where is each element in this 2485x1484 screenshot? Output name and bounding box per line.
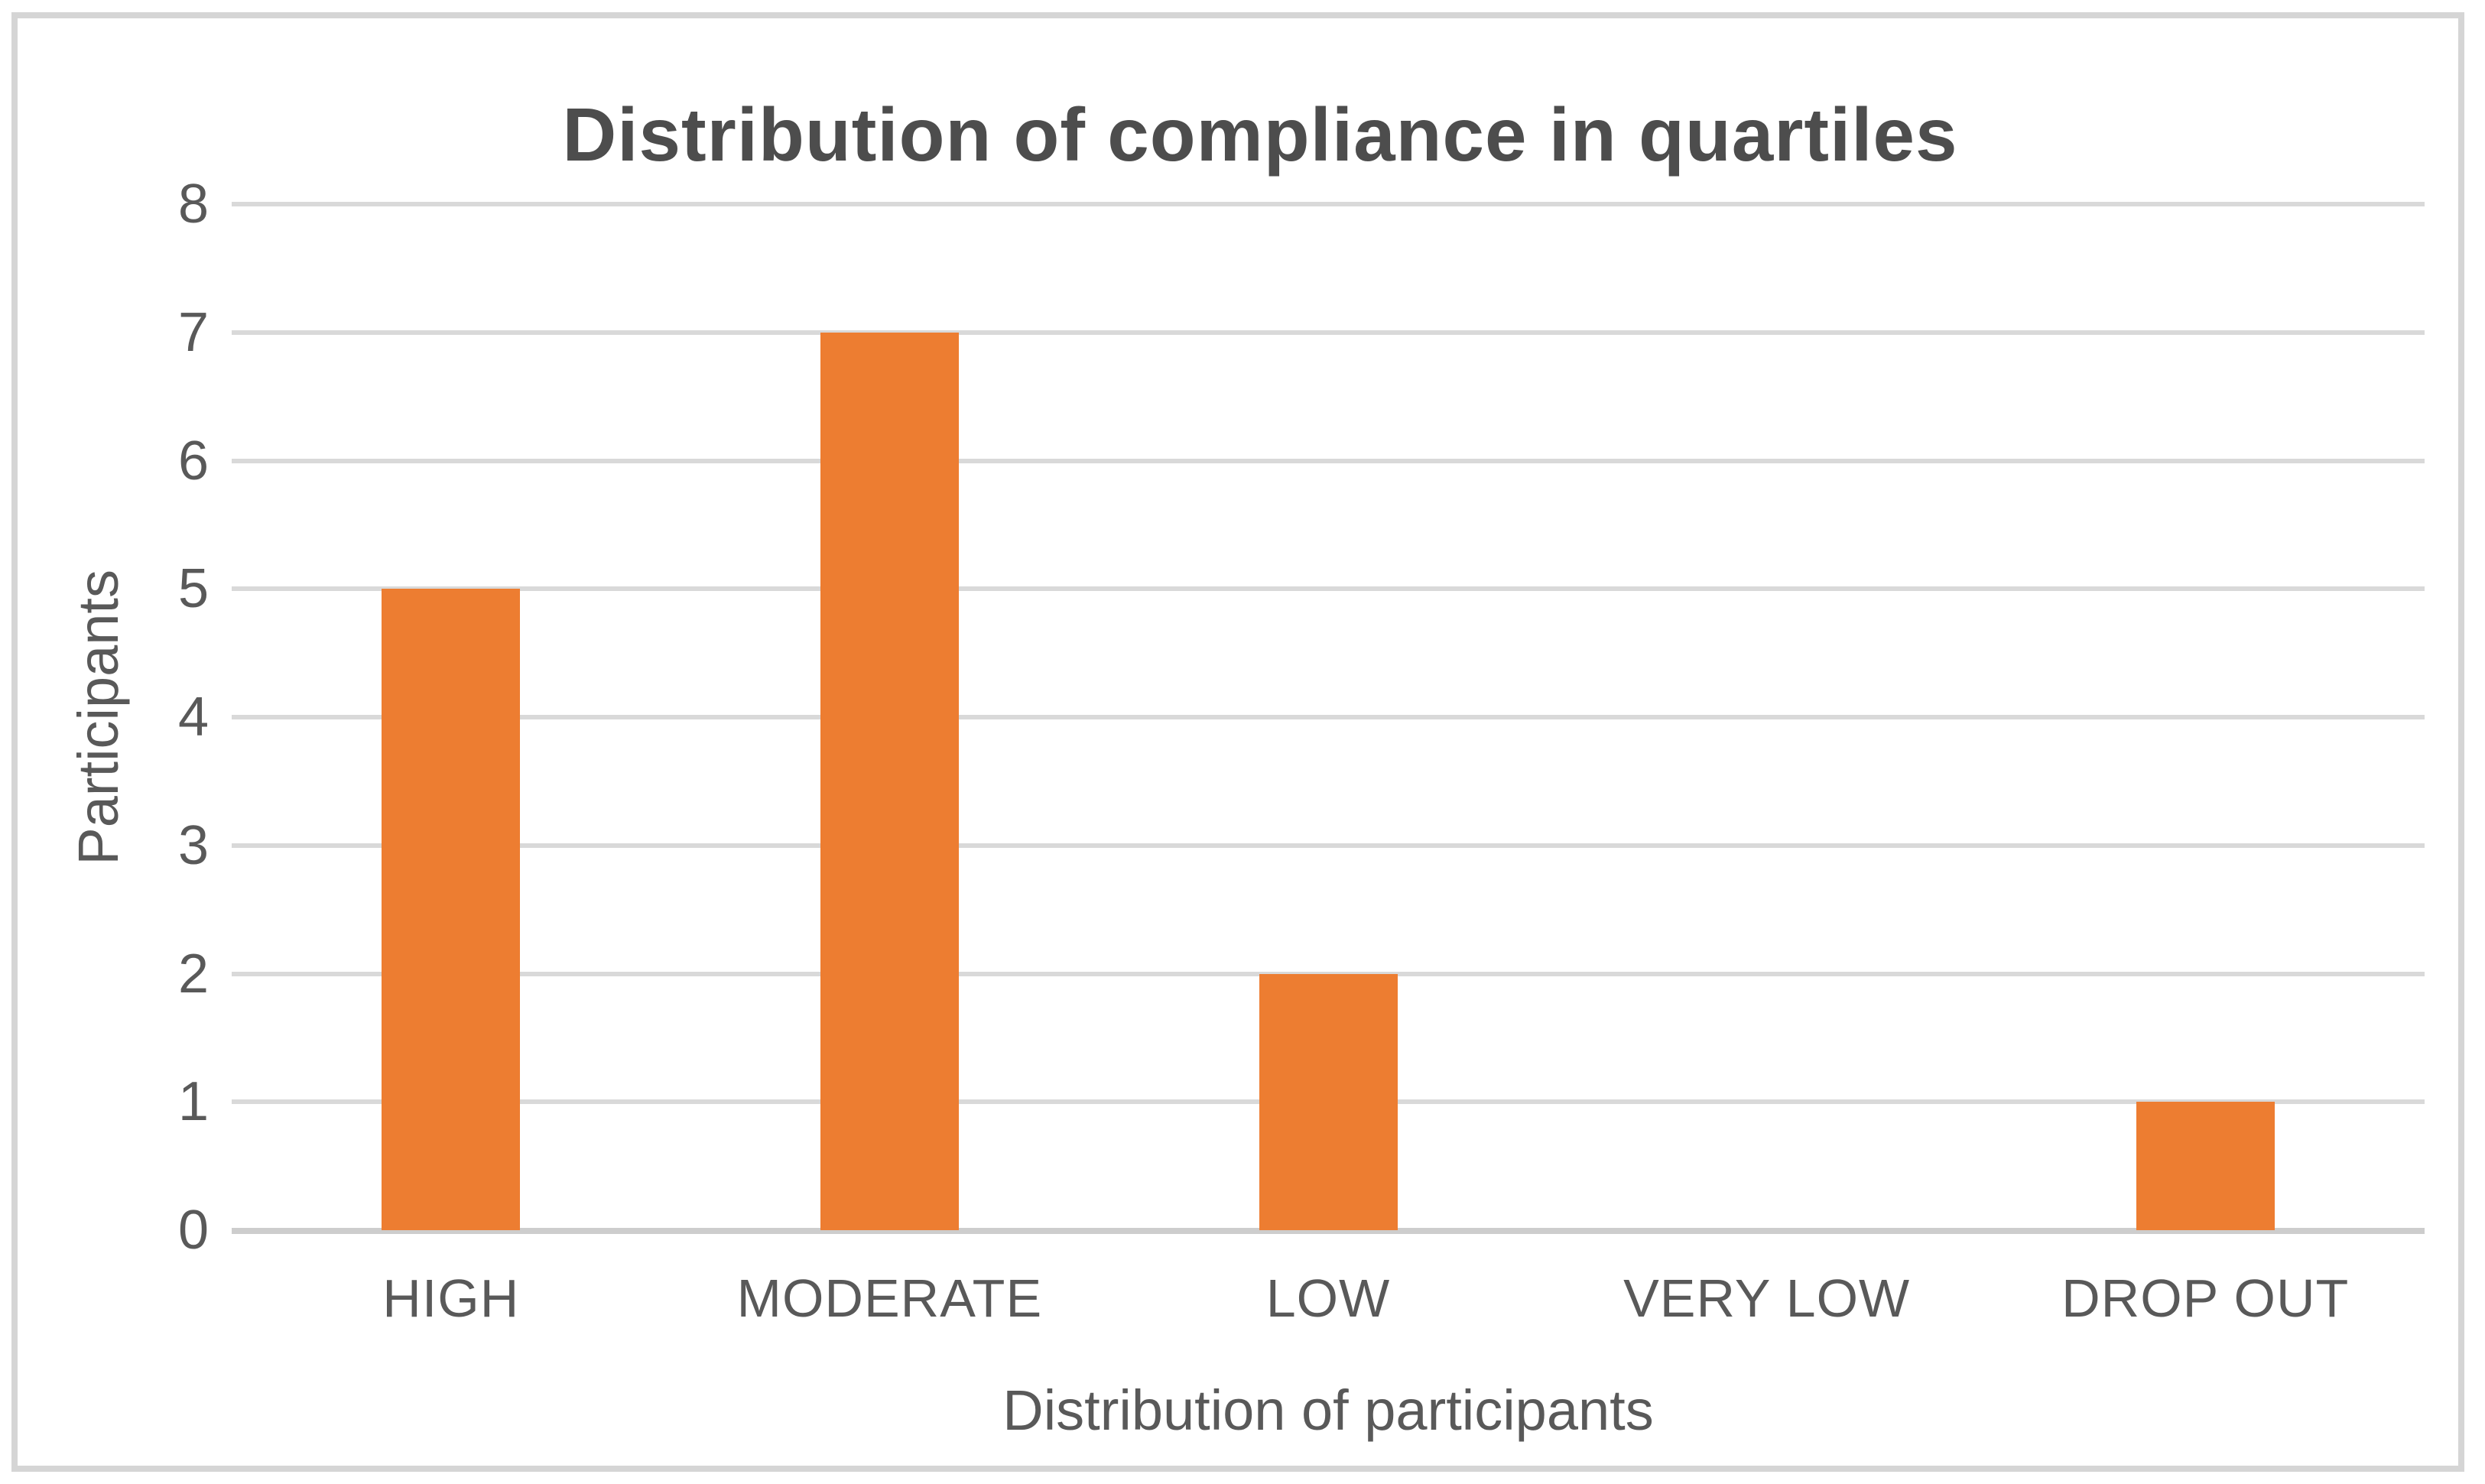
y-tick-label: 1 [177, 1071, 209, 1133]
chart-title: Distribution of compliance in quartiles [562, 93, 1958, 177]
x-category-label: VERY LOW [1623, 1268, 1911, 1328]
gridline [232, 202, 2425, 206]
plot-area [232, 202, 2425, 1234]
x-category-label: MODERATE [736, 1268, 1043, 1328]
bar-drop-out [2136, 1102, 2275, 1230]
x-axis-title: Distribution of participants [1002, 1378, 1654, 1442]
y-tick-label: 5 [177, 558, 209, 620]
chart-frame: Distribution of compliance in quartiles … [11, 12, 2464, 1472]
x-axis-line [232, 1228, 2425, 1234]
gridline [232, 843, 2425, 848]
y-tick-label: 4 [177, 687, 209, 748]
bar-low [1259, 973, 1398, 1230]
bar-high [382, 589, 521, 1230]
gridline [232, 458, 2425, 463]
y-tick-label: 8 [177, 174, 209, 235]
x-category-label: DROP OUT [2061, 1268, 2350, 1328]
bar-moderate [820, 332, 959, 1230]
x-category-label: HIGH [382, 1268, 520, 1328]
y-tick-label: 2 [177, 943, 209, 1005]
y-tick-label: 6 [177, 430, 209, 492]
gridline [232, 330, 2425, 335]
y-tick-label: 3 [177, 814, 209, 876]
x-category-label: LOW [1265, 1268, 1391, 1328]
y-tick-label: 0 [177, 1200, 209, 1261]
gridline [232, 586, 2425, 592]
y-tick-label: 7 [177, 301, 209, 363]
gridline [232, 715, 2425, 719]
